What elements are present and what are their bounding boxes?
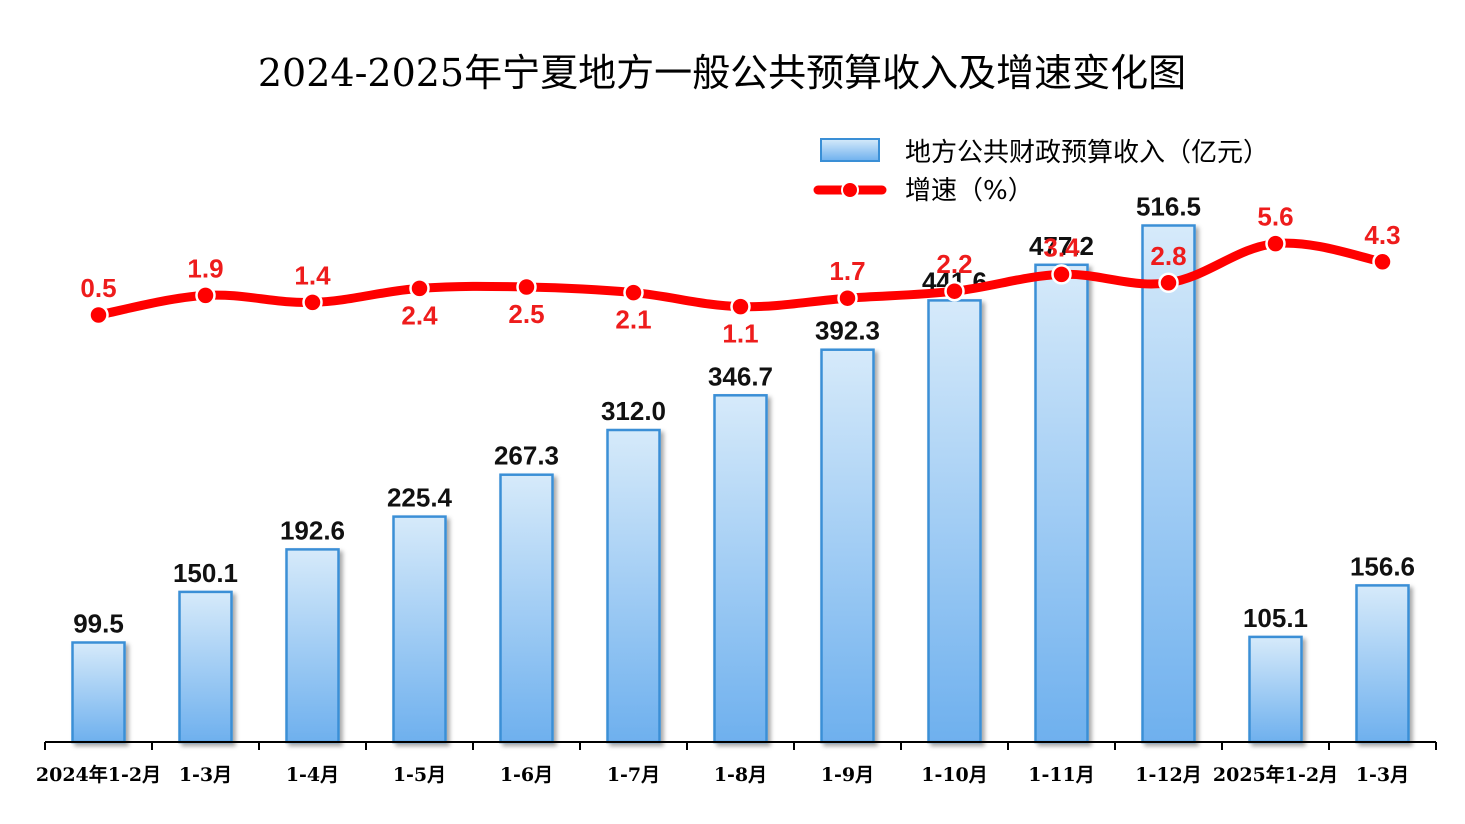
- bar: [71, 641, 126, 744]
- growth-value-label: 0.5: [80, 273, 116, 303]
- growth-point: [1372, 251, 1393, 273]
- growth-point: [1051, 264, 1072, 285]
- growth-point: [88, 304, 109, 326]
- legend-bar-label: 地方公共财政预算收入（亿元）: [905, 138, 1269, 168]
- growth-value-label: 2.8: [1150, 241, 1186, 271]
- growth-point: [516, 276, 537, 298]
- x-tick-label: 1-3月: [1356, 764, 1409, 786]
- bar-series: [71, 224, 1410, 744]
- bar: [285, 548, 340, 744]
- growth-point: [195, 285, 216, 306]
- growth-value-label: 2.5: [508, 299, 544, 329]
- growth-value-label: 2.4: [401, 300, 438, 330]
- bar: [178, 590, 233, 744]
- x-tick-label: 1-5月: [393, 764, 446, 786]
- growth-value-label: 5.6: [1257, 202, 1293, 232]
- x-tick-label: 1-7月: [607, 764, 660, 786]
- growth-value-label: 1.1: [722, 319, 758, 349]
- bar-value-label: 156.6: [1350, 551, 1415, 581]
- x-tick-label: 1-4月: [286, 764, 339, 786]
- bar-value-label: 99.5: [73, 609, 124, 639]
- bar: [392, 515, 447, 744]
- bar: [499, 473, 554, 744]
- bar-value-label: 192.6: [280, 515, 345, 545]
- growth-labels: 0.5 1.9 1.4 2.4 2.5 2.1 1.1 1.7 2.2 3.4 2.8 5.6 4.3: [80, 202, 1400, 349]
- x-tick-label: 1-12月: [1135, 764, 1202, 786]
- legend-bar-swatch: [820, 138, 880, 162]
- bar: [1141, 224, 1196, 744]
- growth-value-label: 1.7: [829, 256, 865, 286]
- growth-point: [302, 292, 323, 313]
- bar-value-label: 477.2: [1029, 231, 1094, 261]
- bar: [820, 348, 875, 744]
- bar: [1355, 584, 1410, 744]
- bar-value-label: 392.3: [815, 316, 880, 346]
- x-axis: 2024年1-2月 1-3月 1-4月 1-5月 1-6月 1-7月 1-8月 1-9月 1-1…: [36, 741, 1437, 786]
- x-tick-label: 1-8月: [714, 764, 767, 786]
- growth-value-label: 1.4: [294, 260, 331, 290]
- growth-value-label: 2.2: [936, 249, 972, 279]
- growth-value-label: 2.1: [615, 305, 651, 335]
- bar: [927, 299, 982, 744]
- bar: [713, 394, 768, 744]
- legend-line-label: 增速（%）: [905, 176, 1034, 206]
- x-tick-label: 1-11月: [1028, 764, 1095, 786]
- growth-point: [623, 282, 644, 303]
- growth-point: [944, 280, 965, 302]
- bar-value-label: 105.1: [1243, 603, 1308, 633]
- bar: [606, 428, 661, 744]
- legend: 地方公共财政预算收入（亿元） 增速（%）: [813, 138, 1269, 206]
- bar: [1034, 263, 1089, 744]
- growth-value-label: 1.9: [187, 253, 223, 283]
- growth-point: [409, 278, 430, 299]
- bar: [1248, 635, 1303, 744]
- chart-title: 2024-2025年宁夏地方一般公共预算收入及增速变化图: [258, 51, 1186, 95]
- growth-point: [1265, 233, 1286, 254]
- growth-point: [1158, 272, 1179, 294]
- legend-line-marker: [841, 181, 859, 199]
- x-tick-label: 1-6月: [500, 764, 553, 786]
- x-tick-label: 2025年1-2月: [1213, 763, 1338, 786]
- growth-line-series: [88, 233, 1393, 326]
- x-tick-label: 1-3月: [179, 764, 232, 786]
- growth-value-label: 4.3: [1364, 220, 1400, 250]
- bar-value-label: 312.0: [601, 396, 666, 426]
- growth-value-label: 3.4: [1043, 232, 1080, 262]
- x-tick-label: 2024年1-2月: [36, 763, 161, 786]
- bar-value-label: 516.5: [1136, 192, 1201, 222]
- bar-value-label: 225.4: [387, 483, 453, 513]
- bar-value-label: 346.7: [708, 361, 773, 391]
- growth-point: [730, 296, 751, 317]
- bar-value-label: 267.3: [494, 441, 559, 471]
- x-tick-label: 1-9月: [821, 764, 874, 786]
- x-tick-label: 1-10月: [921, 764, 988, 786]
- growth-point: [837, 287, 858, 309]
- bar-value-label: 150.1: [173, 558, 238, 588]
